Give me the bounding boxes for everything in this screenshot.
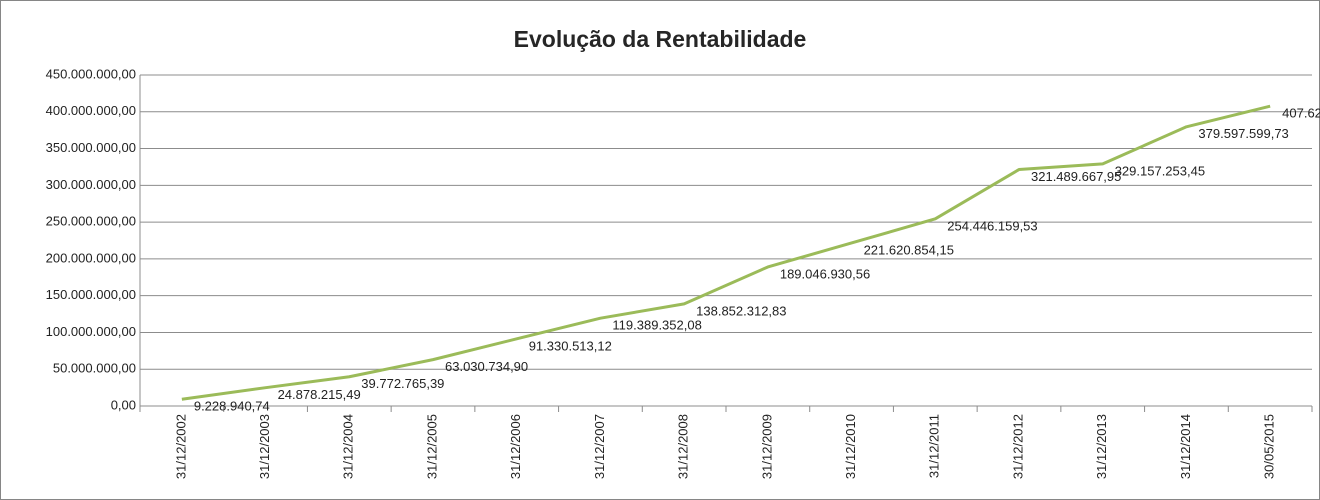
data-label: 189.046.930,56 (780, 266, 870, 281)
y-tick-label: 350.000.000,00 (46, 140, 136, 155)
x-tick-label: 30/05/2015 (1262, 414, 1277, 479)
data-label: 379.597.599,73 (1198, 126, 1288, 141)
y-tick-label: 300.000.000,00 (46, 177, 136, 192)
data-label: 254.446.159,53 (947, 218, 1037, 233)
x-tick-label: 31/12/2010 (843, 414, 858, 479)
x-tick-label: 31/12/2005 (424, 414, 439, 479)
x-tick-label: 31/12/2009 (759, 414, 774, 479)
x-tick-label: 31/12/2012 (1010, 414, 1025, 479)
line (181, 104, 1271, 401)
y-tick-label: 100.000.000,00 (46, 324, 136, 339)
x-tick-label: 31/12/2002 (173, 414, 188, 479)
y-tick-label: 200.000.000,00 (46, 250, 136, 265)
data-label: 24.878.215,49 (278, 387, 361, 402)
x-tick-label: 31/12/2014 (1178, 414, 1193, 479)
x-tick-label: 31/12/2006 (508, 414, 523, 479)
data-label: 63.030.734,90 (445, 359, 528, 374)
data-label: 91.330.513,12 (529, 338, 612, 353)
y-tick-label: 450.000.000,00 (46, 66, 136, 81)
data-label: 39.772.765,39 (361, 376, 444, 391)
data-label: 119.389.352,08 (612, 318, 701, 333)
x-tick-label: 31/12/2004 (341, 414, 356, 479)
x-tick-label: 31/12/2013 (1094, 414, 1109, 479)
data-label: 9.228.940,74 (194, 399, 270, 414)
x-tick-label: 31/12/2003 (257, 414, 272, 479)
x-tick-label: 31/12/2011 (927, 414, 942, 478)
chart-title: Evolução da Rentabilidade (514, 26, 807, 52)
data-label: 407.620.529,80 (1282, 106, 1320, 121)
x-tick-label: 31/12/2007 (592, 414, 607, 479)
data-label: 321.489.667,95 (1031, 169, 1121, 184)
y-tick-label: 400.000.000,00 (46, 103, 136, 118)
y-tick-label: 250.000.000,00 (46, 214, 136, 229)
y-tick-label: 150.000.000,00 (46, 287, 136, 302)
data-label: 138.852.312,83 (696, 303, 786, 318)
y-tick-label: 0,00 (111, 397, 136, 412)
data-label: 329.157.253,45 (1115, 163, 1205, 178)
y-tick-label: 50.000.000,00 (53, 361, 136, 376)
x-tick-label: 31/12/2008 (676, 414, 691, 479)
data-label: 221.620.854,15 (864, 242, 954, 257)
